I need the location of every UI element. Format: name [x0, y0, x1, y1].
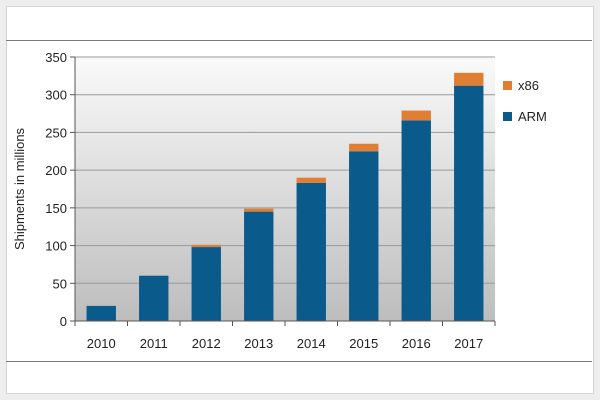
bar-x86-2012 — [191, 244, 221, 248]
x-tick-label: 2011 — [140, 336, 168, 351]
y-tick-label: 250 — [45, 125, 67, 140]
bar-arm-2016 — [401, 120, 431, 321]
bar-arm-2014 — [296, 182, 326, 321]
bar-x86-2016 — [401, 110, 431, 121]
legend-swatch-arm — [503, 112, 512, 121]
bar-arm-2012 — [191, 247, 221, 321]
y-tick-label: 350 — [45, 50, 67, 65]
x-tick-label: 2012 — [192, 336, 221, 351]
x-tick-label: 2010 — [87, 336, 116, 351]
top-rule — [6, 40, 592, 41]
bar-x86-2013 — [244, 208, 274, 212]
x-tick-label: 2015 — [349, 336, 378, 351]
plot-area — [75, 57, 495, 321]
bar-arm-2017 — [454, 85, 484, 321]
legend-swatch-x86 — [503, 81, 512, 90]
y-tick-label: 150 — [45, 201, 67, 216]
x-tick-label: 2014 — [297, 336, 326, 351]
bar-x86-2017 — [454, 72, 484, 86]
bar-x86-2014 — [296, 177, 326, 183]
x-tick-label: 2016 — [402, 336, 431, 351]
y-tick-label: 200 — [45, 163, 67, 178]
bar-arm-2011 — [139, 275, 169, 321]
bar-arm-2010 — [86, 305, 116, 321]
legend-label-x86: x86 — [518, 78, 539, 93]
y-tick-label: 300 — [45, 88, 67, 103]
bottom-rule — [6, 361, 592, 362]
bar-arm-2013 — [244, 211, 274, 321]
y-axis-label: Shipments in millions — [12, 127, 27, 250]
y-tick-label: 50 — [53, 276, 67, 291]
bar-arm-2015 — [349, 151, 379, 321]
y-tick-label: 0 — [60, 314, 67, 329]
legend-label-arm: ARM — [518, 109, 547, 124]
bar-x86-2015 — [349, 143, 379, 152]
y-tick-label: 100 — [45, 239, 67, 254]
x-tick-label: 2017 — [454, 336, 483, 351]
x-tick-label: 2013 — [244, 336, 273, 351]
